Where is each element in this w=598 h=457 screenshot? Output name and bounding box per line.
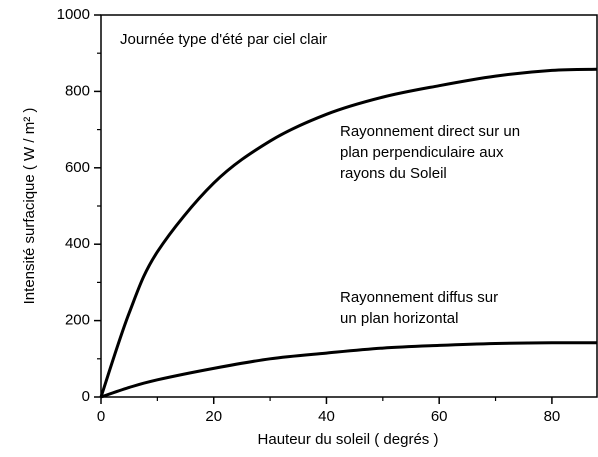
annotation: Rayonnement direct sur un — [340, 123, 520, 140]
y-tick-label: 600 — [65, 159, 90, 176]
annotation: Rayonnement diffus sur — [340, 289, 498, 306]
y-tick-label: 400 — [65, 235, 90, 252]
annotation: rayons du Soleil — [340, 165, 447, 182]
x-tick-label: 60 — [431, 408, 448, 425]
y-tick-label: 800 — [65, 82, 90, 99]
y-tick-label: 200 — [65, 312, 90, 329]
annotation: un plan horizontal — [340, 310, 458, 327]
x-tick-label: 20 — [205, 408, 222, 425]
series-line — [99, 67, 598, 398]
chart-title: Journée type d'été par ciel clair — [120, 31, 327, 48]
x-tick-label: 40 — [318, 408, 335, 425]
x-tick-label: 80 — [544, 408, 561, 425]
x-axis-label: Hauteur du soleil ( degrés ) — [258, 431, 439, 448]
y-tick-label: 0 — [82, 388, 90, 405]
annotation: plan perpendiculaire aux — [340, 144, 504, 161]
series-line — [100, 341, 598, 399]
y-tick-label: 1000 — [57, 6, 90, 23]
y-axis-label: Intensité surfacique ( W / m² ) — [21, 108, 38, 305]
x-tick-label: 0 — [97, 408, 105, 425]
